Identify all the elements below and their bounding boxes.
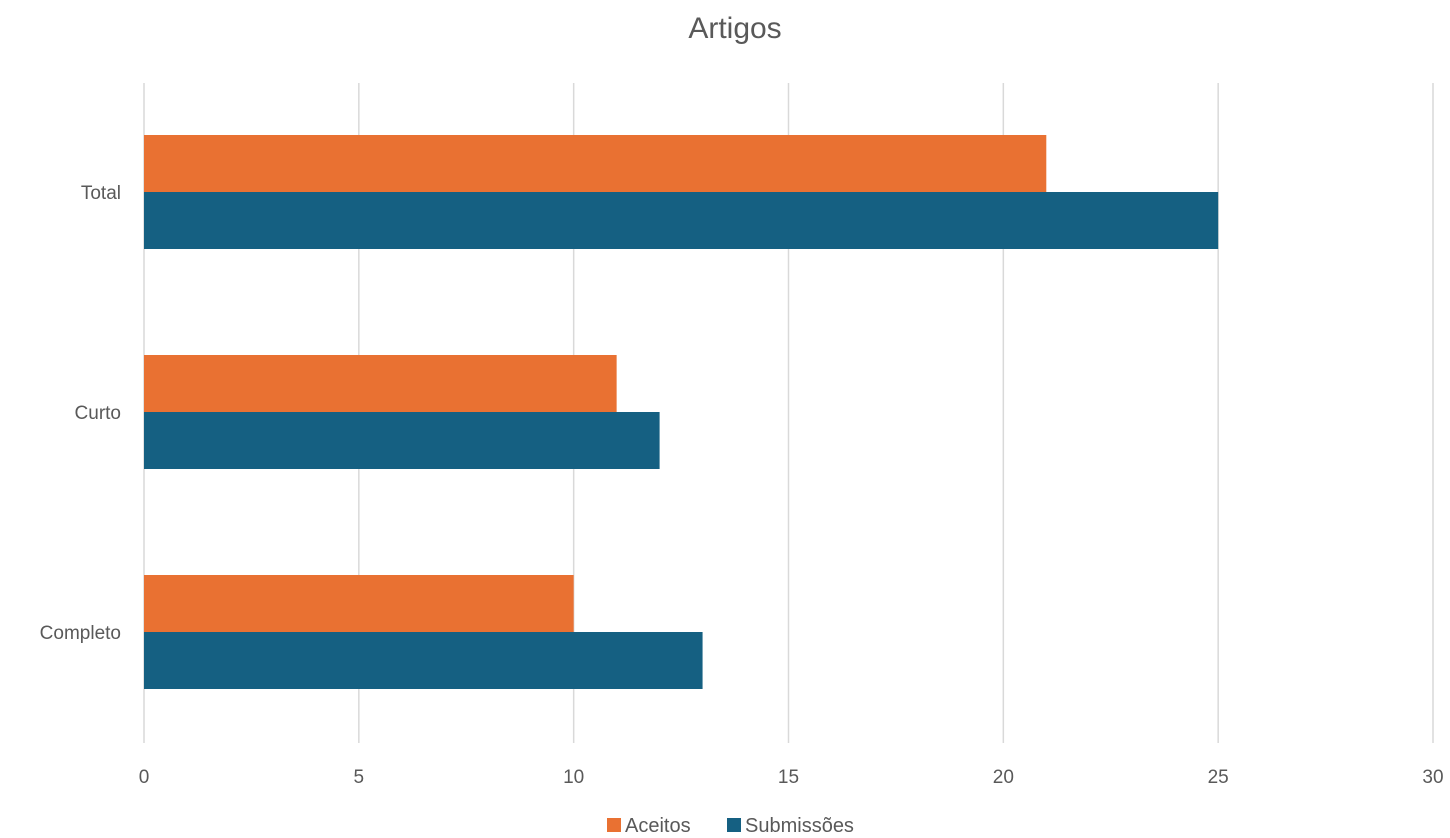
x-tick-label: 0 bbox=[139, 767, 150, 788]
legend-swatch-submissoes bbox=[727, 818, 741, 832]
legend: Aceitos Submissões bbox=[607, 815, 854, 837]
x-tick-label: 20 bbox=[993, 767, 1014, 788]
legend-label-submissoes: Submissões bbox=[745, 815, 854, 837]
bar-total-submissoes bbox=[144, 192, 1219, 249]
bar-total-aceitos bbox=[144, 135, 1047, 192]
legend-label-aceitos: Aceitos bbox=[625, 815, 691, 837]
chart-title: Artigos bbox=[688, 12, 781, 45]
y-category-label: Total bbox=[81, 183, 121, 204]
x-axis-ticks: 0 5 10 15 20 25 30 bbox=[139, 767, 1444, 788]
y-axis-categories: Total Curto Completo bbox=[40, 183, 121, 644]
x-tick-label: 15 bbox=[778, 767, 799, 788]
x-tick-label: 25 bbox=[1208, 767, 1229, 788]
x-tick-label: 10 bbox=[563, 767, 584, 788]
bar-curto-aceitos bbox=[144, 355, 617, 412]
x-tick-label: 5 bbox=[354, 767, 365, 788]
bar-completo-aceitos bbox=[144, 575, 574, 632]
bar-completo-submissoes bbox=[144, 632, 703, 689]
bars bbox=[144, 135, 1219, 689]
y-category-label: Curto bbox=[75, 403, 121, 424]
legend-swatch-aceitos bbox=[607, 818, 621, 832]
bar-curto-submissoes bbox=[144, 412, 660, 469]
y-category-label: Completo bbox=[40, 623, 121, 644]
x-tick-label: 30 bbox=[1422, 767, 1443, 788]
